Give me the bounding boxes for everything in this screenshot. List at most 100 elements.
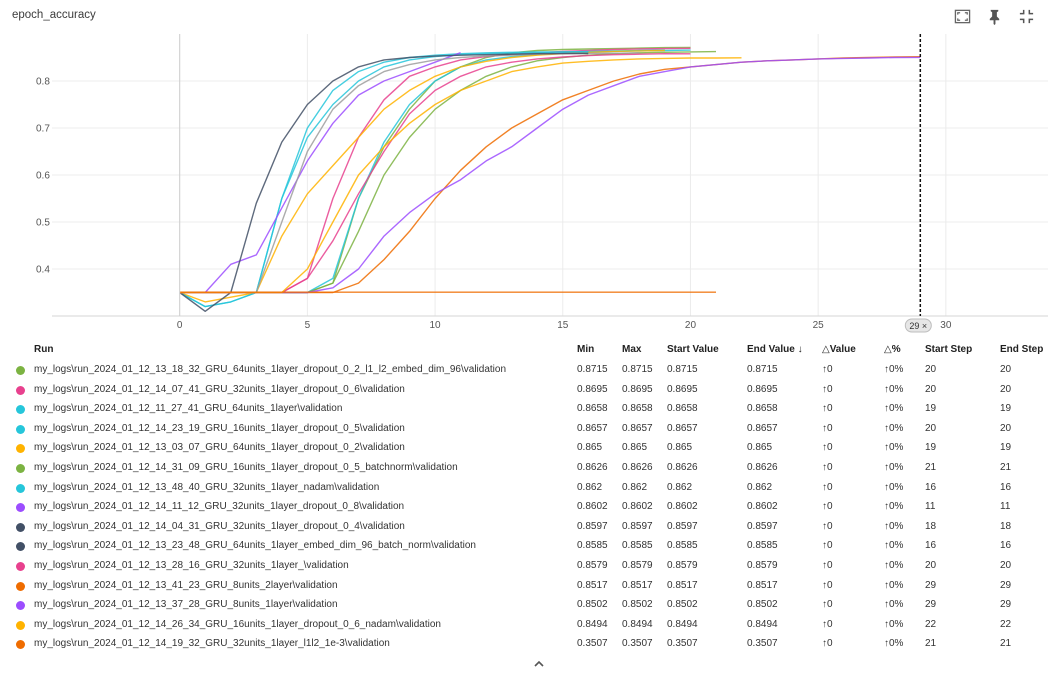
- col-start-value[interactable]: Start Value: [667, 344, 719, 355]
- col-end-value[interactable]: End Value ↓: [747, 344, 803, 355]
- delta-percent: ↑0%: [884, 403, 904, 415]
- table-row[interactable]: my_logs\run_2024_01_12_13_18_32_GRU_64un…: [0, 360, 1048, 380]
- x-tick-label: 0: [177, 320, 183, 331]
- series-line: [179, 52, 589, 312]
- col-start-step[interactable]: Start Step: [925, 344, 973, 355]
- min-value: 0.8626: [577, 461, 608, 473]
- table-row[interactable]: my_logs\run_2024_01_12_14_11_12_GRU_32un…: [0, 497, 1048, 517]
- cursor-badge-label: 29 ×: [909, 321, 927, 331]
- delta-percent: ↑0%: [884, 579, 904, 591]
- delta-value: ↑0: [822, 364, 833, 375]
- start-value: 0.8585: [667, 540, 698, 552]
- table-row[interactable]: my_logs\run_2024_01_12_14_19_32_GRU_32un…: [0, 634, 1048, 654]
- delta-value: ↑0: [822, 442, 833, 454]
- table-row[interactable]: my_logs\run_2024_01_12_11_27_41_GRU_64un…: [0, 399, 1048, 419]
- end-value: 0.8597: [747, 520, 778, 532]
- run-name: my_logs\run_2024_01_12_14_31_09_GRU_16un…: [34, 461, 458, 473]
- max-value: 0.3507: [622, 638, 653, 650]
- max-value: 0.8579: [622, 559, 653, 571]
- delta-percent: ↑0%: [884, 520, 904, 532]
- table-row[interactable]: my_logs\run_2024_01_12_14_26_34_GRU_16un…: [0, 615, 1048, 635]
- table-row[interactable]: my_logs\run_2024_01_12_14_04_31_GRU_32un…: [0, 517, 1048, 537]
- collapse-button[interactable]: [1014, 5, 1038, 27]
- end-step: 21: [1000, 638, 1012, 650]
- run-name: my_logs\run_2024_01_12_14_19_32_GRU_32un…: [34, 638, 390, 650]
- table-row[interactable]: my_logs\run_2024_01_12_13_28_16_GRU_32un…: [0, 556, 1048, 576]
- table-row[interactable]: my_logs\run_2024_01_12_13_37_28_GRU_8uni…: [0, 595, 1048, 615]
- end-step: 29: [1000, 579, 1012, 591]
- epoch-accuracy-chart[interactable]: 0.4 0.5 0.6 0.7 0.8 0 5 10 15 20 25 30 29 ×: [0, 0, 1048, 340]
- fullscreen-button[interactable]: [950, 5, 974, 27]
- delta-percent: ↑0%: [884, 599, 904, 611]
- end-step: 21: [1000, 461, 1012, 473]
- end-value: 0.865: [747, 442, 773, 454]
- end-value: 0.8657: [747, 422, 778, 434]
- col-max[interactable]: Max: [622, 344, 642, 355]
- table-row[interactable]: my_logs\run_2024_01_12_13_03_07_GRU_64un…: [0, 438, 1048, 458]
- run-name: my_logs\run_2024_01_12_13_28_16_GRU_32un…: [34, 559, 349, 571]
- min-value: 0.8695: [577, 383, 608, 395]
- delta-value: ↑0: [822, 579, 833, 591]
- start-value: 0.8695: [667, 383, 698, 395]
- min-value: 0.8502: [577, 599, 608, 611]
- max-value: 0.8502: [622, 599, 653, 611]
- run-color-dot: [16, 581, 25, 591]
- run-name: my_logs\run_2024_01_12_13_23_48_GRU_64un…: [34, 540, 476, 552]
- table-row[interactable]: my_logs\run_2024_01_12_13_41_23_GRU_8uni…: [0, 576, 1048, 596]
- expand-table-chevron-icon[interactable]: [532, 658, 546, 670]
- start-value: 0.8502: [667, 599, 698, 611]
- start-step: 11: [925, 501, 936, 513]
- col-delta-value[interactable]: △Value: [822, 344, 856, 355]
- run-name: my_logs\run_2024_01_12_14_04_31_GRU_32un…: [34, 520, 405, 532]
- card-title: epoch_accuracy: [12, 9, 96, 21]
- end-step: 16: [1000, 481, 1012, 493]
- delta-percent: ↑0%: [884, 461, 904, 473]
- start-step: 21: [925, 638, 937, 650]
- table-row[interactable]: my_logs\run_2024_01_12_13_48_40_GRU_32un…: [0, 478, 1048, 498]
- delta-value: ↑0: [822, 638, 833, 650]
- start-step: 22: [925, 618, 937, 630]
- run-color-dot: [16, 405, 25, 415]
- delta-value: ↑0: [822, 383, 833, 395]
- col-run[interactable]: Run: [34, 344, 54, 355]
- run-color-dot: [16, 503, 25, 513]
- max-value: 0.8585: [622, 540, 653, 552]
- y-tick-label: 0.5: [36, 218, 50, 229]
- series-line: [179, 49, 665, 303]
- start-step: 20: [925, 559, 937, 571]
- start-value: 0.8626: [667, 461, 698, 473]
- start-step: 21: [925, 461, 937, 473]
- fullscreen-icon: [954, 9, 970, 23]
- delta-percent: ↑0%: [884, 559, 904, 571]
- card-toolbar: [950, 5, 1038, 27]
- pin-button[interactable]: [982, 5, 1006, 27]
- y-tick-label: 0.6: [36, 171, 50, 182]
- min-value: 0.8494: [577, 618, 608, 630]
- step-cursor[interactable]: 29 ×: [904, 34, 932, 333]
- start-value: 0.3507: [667, 638, 698, 650]
- run-color-dot: [16, 542, 25, 552]
- min-value: 0.8579: [577, 559, 608, 571]
- table-row[interactable]: my_logs\run_2024_01_12_13_23_48_GRU_64un…: [0, 536, 1048, 556]
- start-value: 0.865: [667, 442, 693, 454]
- max-value: 0.8658: [622, 403, 653, 415]
- col-end-step[interactable]: End Step: [1000, 344, 1044, 355]
- series-line: [179, 51, 589, 308]
- end-value: 0.8715: [747, 364, 778, 375]
- end-step: 16: [1000, 540, 1012, 552]
- end-value: 0.3507: [747, 638, 778, 650]
- table-row[interactable]: my_logs\run_2024_01_12_14_23_19_GRU_16un…: [0, 419, 1048, 439]
- table-row[interactable]: my_logs\run_2024_01_12_14_07_41_GRU_32un…: [0, 380, 1048, 400]
- start-value: 0.8579: [667, 559, 698, 571]
- series-line: [179, 52, 461, 294]
- start-step: 16: [925, 481, 937, 493]
- start-value: 0.8494: [667, 618, 698, 630]
- max-value: 0.865: [622, 442, 648, 454]
- start-value: 0.8517: [667, 579, 698, 591]
- start-step: 29: [925, 579, 937, 591]
- col-delta-percent[interactable]: △%: [884, 344, 901, 355]
- run-color-dot: [16, 640, 25, 650]
- table-row[interactable]: my_logs\run_2024_01_12_14_31_09_GRU_16un…: [0, 458, 1048, 478]
- col-min[interactable]: Min: [577, 344, 595, 355]
- series-line: [179, 52, 640, 294]
